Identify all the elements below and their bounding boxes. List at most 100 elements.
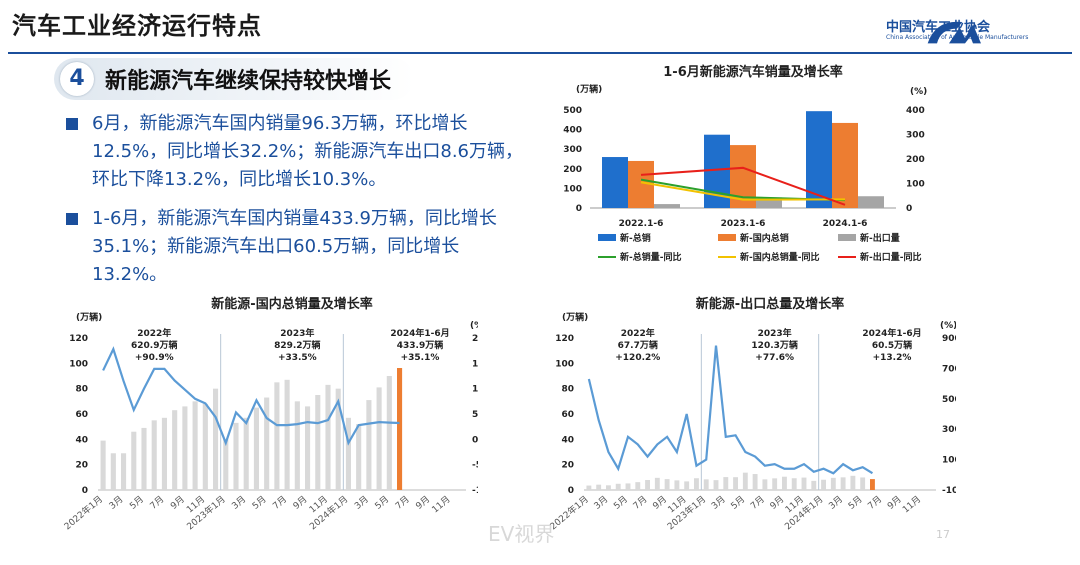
annotation-growth: +120.2% <box>615 353 660 363</box>
annotation-year: 2022年 <box>621 327 655 339</box>
annotation-year: 2023年 <box>758 327 792 339</box>
caam-logo-icon <box>927 21 981 44</box>
line-新-国内总销量-同比 <box>640 181 846 201</box>
x-tick-label: 9月 <box>768 494 786 512</box>
annotation-year: 2022年 <box>137 327 171 339</box>
x-tick-label: 2024.1-6 <box>823 219 868 229</box>
x-tick-label: 3月 <box>592 494 610 512</box>
y-tick-label: 100 <box>555 359 574 369</box>
yoy-line <box>587 345 874 475</box>
chart-domestic-sales: 新能源-国内总销量及增长率 (万辆) (%) 0 20 40 60 80 100 120 -100 -… <box>62 296 478 532</box>
y2-tick-label: 400 <box>906 106 925 116</box>
legend-swatch <box>838 234 856 241</box>
month-bar <box>635 482 641 490</box>
y-tick-label: 40 <box>75 435 88 445</box>
month-bar <box>830 477 836 490</box>
legend-label: 新-国内总销 <box>740 232 789 244</box>
y2-tick-label: 100 <box>942 456 956 466</box>
annotation-growth: +77.6% <box>755 353 794 363</box>
month-bar <box>121 453 127 490</box>
legend-swatch <box>598 234 616 241</box>
month-bar <box>172 410 178 490</box>
x-tick-label: 7月 <box>148 494 166 512</box>
month-bar <box>264 397 270 490</box>
month-bar <box>772 478 778 490</box>
x-tick-label: 9月 <box>168 494 186 512</box>
y2-tick-label: 150 <box>472 359 478 369</box>
y-tick-label: 20 <box>561 461 574 471</box>
chart-export-sales: 新能源-出口总量及增长率 (万辆) (%) 0 20 40 60 80 100 120 -100 10… <box>547 296 956 532</box>
y-tick-label: 100 <box>563 184 582 194</box>
month-bar <box>131 431 137 490</box>
y2-tick-label: 0 <box>906 204 912 214</box>
month-bar <box>253 407 259 490</box>
x-tick-label: 2022.1-6 <box>619 219 664 229</box>
annotation-growth: +13.2% <box>873 353 912 363</box>
x-tick-label: 7月 <box>631 494 649 512</box>
y2-tick-label: 700 <box>942 364 956 374</box>
month-bar <box>850 475 856 490</box>
month-bar <box>182 406 188 490</box>
y-axis-unit: (万辆) <box>76 311 102 323</box>
month-bar <box>335 388 341 490</box>
y2-tick-label: 300 <box>942 425 956 435</box>
y2-tick-label: -50 <box>472 461 478 471</box>
month-bar <box>243 417 249 490</box>
y2-tick-label: 200 <box>906 155 925 165</box>
section-banner <box>54 58 414 100</box>
month-bar <box>694 478 699 490</box>
y2-tick-label: 200 <box>472 334 478 344</box>
month-bar <box>110 453 116 490</box>
month-bar <box>742 472 748 490</box>
chart-title: 新能源-国内总销量及增长率 <box>211 296 372 312</box>
x-tick-label: 9月 <box>651 494 669 512</box>
x-tick-label: 7月 <box>271 494 289 512</box>
month-bar <box>801 477 807 490</box>
line-新-出口量-同比 <box>640 166 846 206</box>
x-tick-label: 3月 <box>352 494 370 512</box>
month-bar <box>586 485 592 490</box>
bar-新-出口量 <box>654 204 680 208</box>
month-bar <box>723 477 729 490</box>
annotation-value: 433.9万辆 <box>397 339 443 351</box>
page-number: 17 <box>936 528 950 541</box>
y-tick-label: 300 <box>563 145 582 155</box>
legend-label: 新-国内总销量-同比 <box>740 251 819 263</box>
bar-新-出口量 <box>858 196 884 208</box>
month-bar <box>606 485 611 490</box>
month-bar <box>223 439 229 490</box>
month-bar <box>752 474 758 490</box>
month-bar <box>294 401 300 490</box>
month-bar <box>376 387 382 490</box>
x-tick-label: 9月 <box>291 494 309 512</box>
x-tick-label: 7月 <box>393 494 411 512</box>
x-tick-label: 11月 <box>430 494 453 516</box>
month-bar <box>703 479 709 490</box>
month-bar <box>141 427 147 490</box>
legend-label: 新-出口量 <box>860 232 900 244</box>
y2-axis-unit: (%) <box>940 321 956 331</box>
month-bar <box>870 479 875 490</box>
bullet-square-icon <box>66 213 78 225</box>
month-bar <box>782 476 787 490</box>
annotation-value: 67.7万辆 <box>618 339 658 351</box>
bar-新-总销 <box>602 157 628 208</box>
y-tick-label: 400 <box>563 126 582 136</box>
x-tick-label: 5月 <box>729 494 747 512</box>
y-tick-label: 80 <box>75 385 88 395</box>
x-tick-label: 7月 <box>748 494 766 512</box>
month-bar <box>284 379 290 490</box>
annotation-value: 829.2万辆 <box>274 339 320 351</box>
chart-h1-sales: 1-6月新能源汽车销量及增长率 (万辆) (%) 0 100 200 300 400 500 0 1… <box>563 64 927 263</box>
month-bar <box>305 406 311 490</box>
bar-新-出口量 <box>756 197 782 208</box>
month-bar <box>345 417 351 490</box>
y-tick-label: 20 <box>75 461 88 471</box>
y-tick-label: 60 <box>75 410 88 420</box>
month-bar <box>791 478 797 490</box>
legend-label: 新-总销 <box>620 232 651 244</box>
month-bar <box>674 480 680 490</box>
logo-subtitle: China Association of Automobile Manufact… <box>886 34 1029 41</box>
month-bar <box>366 400 372 490</box>
month-bar <box>386 376 392 490</box>
